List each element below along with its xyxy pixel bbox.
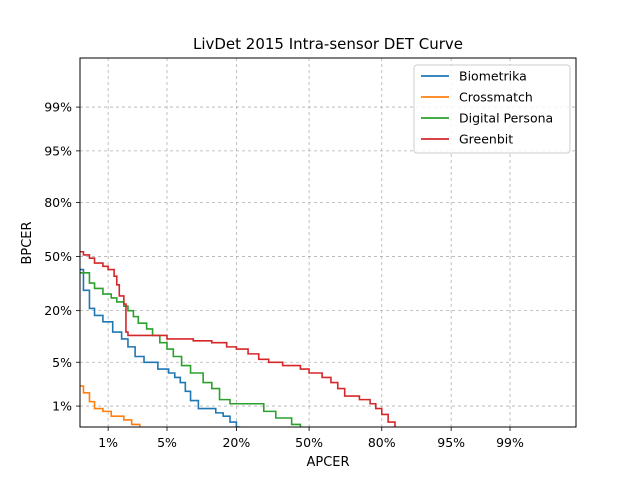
legend-box — [413, 64, 571, 154]
x-tick-label: 5% — [157, 435, 177, 450]
plot-frame — [79, 57, 577, 428]
x-tick-label: 99% — [496, 435, 524, 450]
y-tick-label: 20% — [44, 303, 72, 318]
legend-label-biometrika: Biometrika — [459, 69, 527, 84]
x-tick-label: 80% — [368, 435, 396, 450]
y-tick-label: 95% — [44, 143, 72, 158]
y-axis-ticks: 1% 5% 20% 50% 80% 95% 99% — [44, 100, 80, 414]
series-line-greenbit — [80, 250, 396, 427]
legend-label-digital-persona: Digital Persona — [459, 111, 553, 126]
y-tick-label: 5% — [52, 355, 72, 370]
y-axis-label: BPCER — [20, 221, 35, 264]
x-tick-label: 50% — [295, 435, 323, 450]
x-tick-label: 95% — [437, 435, 465, 450]
series-line-biometrika — [80, 268, 241, 427]
y-tick-label: 1% — [52, 399, 72, 414]
x-tick-label: 1% — [98, 435, 118, 450]
x-tick-label: 20% — [222, 435, 250, 450]
chart-title: LivDet 2015 Intra-sensor DET Curve — [193, 35, 463, 53]
legend-label-crossmatch: Crossmatch — [459, 90, 533, 105]
x-axis-label: APCER — [306, 455, 349, 470]
y-tick-label: 80% — [44, 195, 72, 210]
series-lines — [80, 250, 396, 427]
y-tick-label: 99% — [44, 100, 72, 115]
legend-label-greenbit: Greenbit — [459, 132, 513, 147]
x-axis-ticks: 1% 5% 20% 50% 80% 95% 99% — [98, 427, 524, 450]
y-tick-label: 50% — [44, 249, 72, 264]
legend: Biometrika Crossmatch Digital Persona Green… — [413, 64, 571, 154]
grid — [80, 58, 576, 427]
series-line-crossmatch — [80, 385, 141, 427]
